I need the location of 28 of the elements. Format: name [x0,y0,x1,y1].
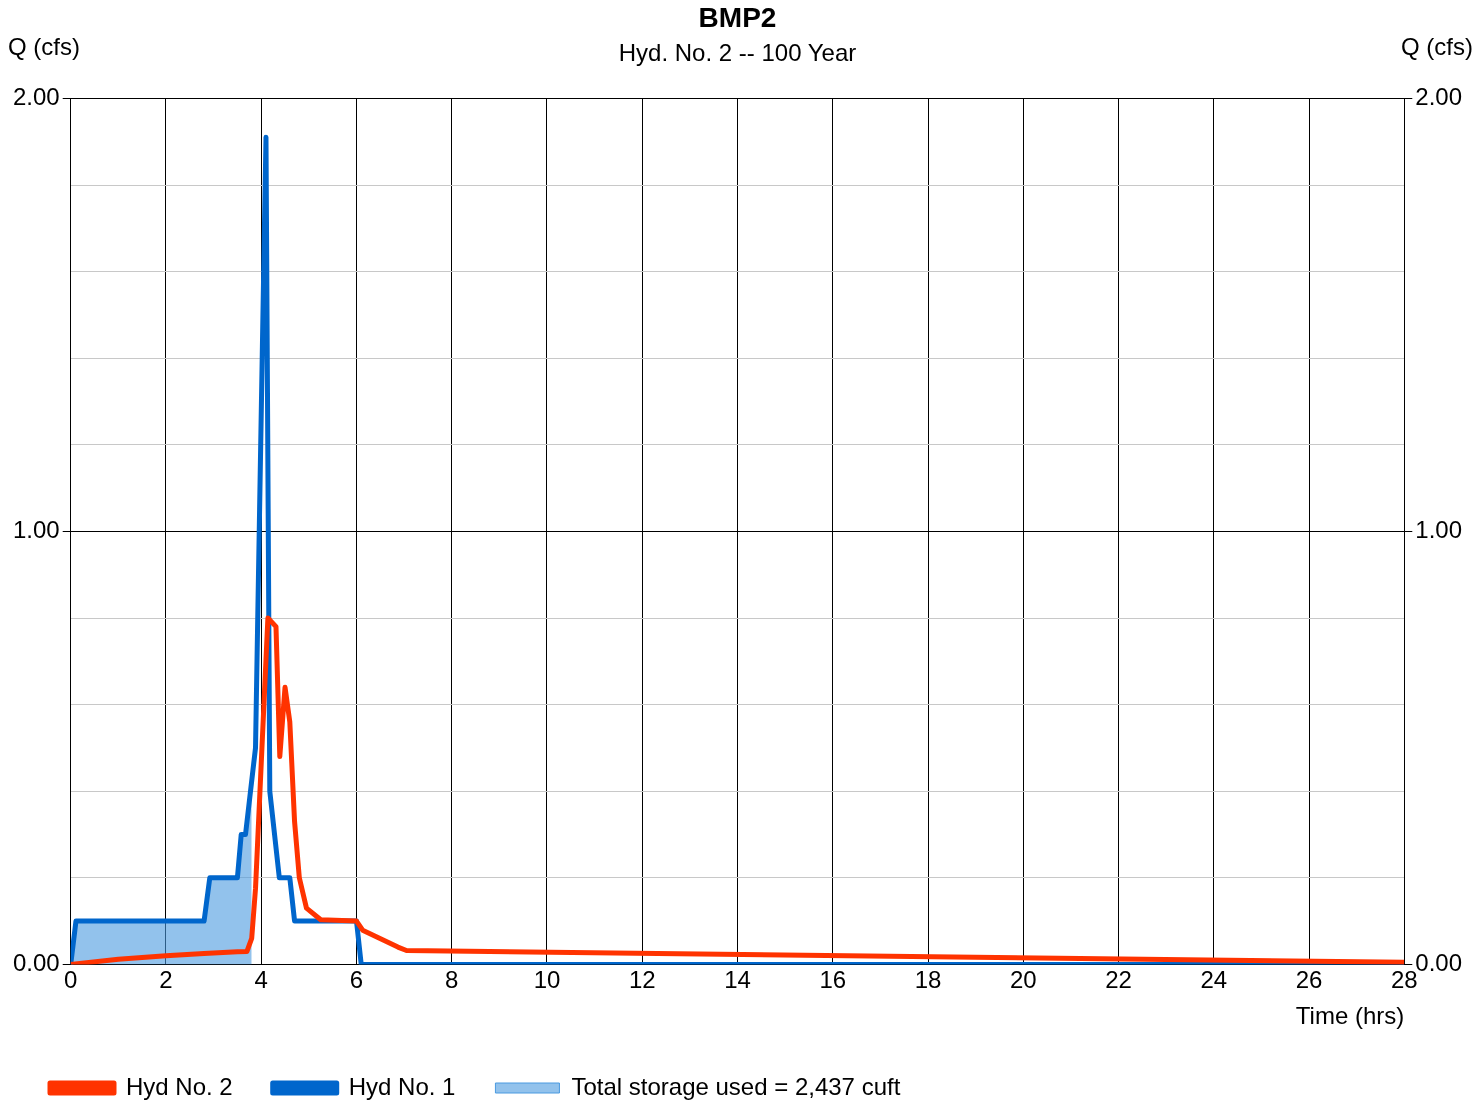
x-tick-label: 10 [533,966,561,994]
x-tick-label: 16 [819,966,847,994]
y2-tick-label: 1.00 [1415,516,1463,544]
y2-axis-title: Q (cfs) [1401,32,1473,60]
x-tick-label: 4 [254,966,268,994]
legend-label: Hyd No. 1 [348,1072,456,1100]
x-tick-label: 8 [445,966,459,994]
chart-subtitle: Hyd. No. 2 -- 100 Year [618,38,857,66]
x-tick-label: 26 [1295,966,1323,994]
x-tick-label: 2 [159,966,173,994]
x-tick-label: 22 [1105,966,1132,994]
y-tick-label: 0.00 [12,949,60,977]
legend-label: Total storage used = 2,437 cuft [571,1072,901,1100]
x-tick-label: 24 [1200,966,1228,994]
x-tick-label: 0 [64,966,78,994]
x-tick-label: 12 [628,966,656,994]
y-axis-title: Q (cfs) [8,32,80,60]
y2-tick-label: 0.00 [1415,949,1463,977]
x-tick-label: 20 [1009,966,1037,994]
y2-tick-label: 2.00 [1415,83,1463,111]
x-tick-label: 14 [724,966,751,994]
y-tick-label: 1.00 [12,516,60,544]
legend-label: Hyd No. 2 [126,1072,233,1100]
x-axis-title: Time (hrs) [1295,1002,1405,1030]
y-tick-label: 2.00 [12,83,60,111]
x-tick-label: 18 [914,966,942,994]
chart-title: BMP2 [698,1,777,33]
x-tick-label: 6 [349,966,364,994]
